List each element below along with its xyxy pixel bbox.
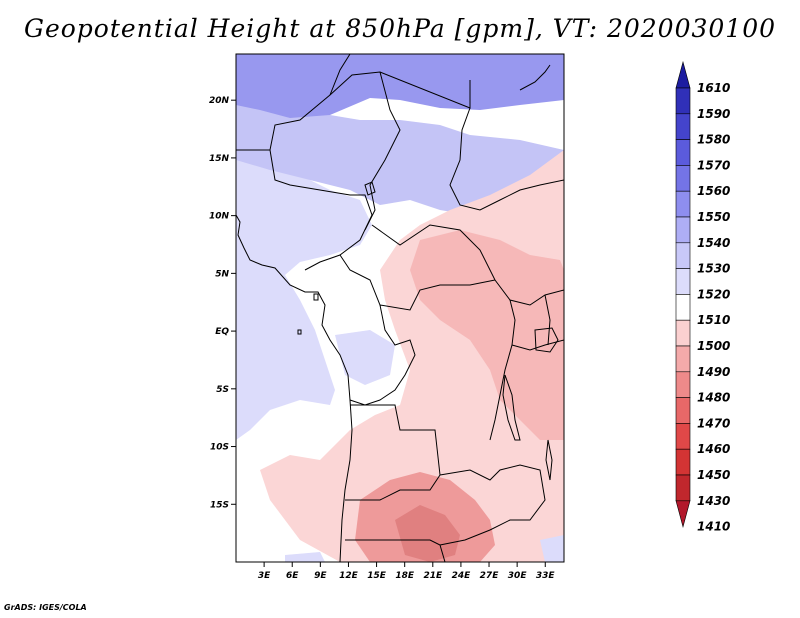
y-tick-label-20N: 20N	[209, 96, 230, 106]
colorbar-swatch-1540	[675, 216, 691, 244]
colorbar-label-1490: 1490	[697, 365, 730, 379]
colorbar-label-1500: 1500	[697, 339, 730, 353]
grads-credit: GrADS: IGES/COLA	[4, 603, 87, 612]
colorbar-label-1480: 1480	[697, 391, 730, 405]
colorbar-swatch-1430	[675, 474, 691, 502]
lake-malawi	[545, 439, 553, 481]
colorbar-swatch-1530	[675, 242, 691, 269]
field-patch-sw-corner	[285, 552, 325, 562]
colorbar-label-1470: 1470	[697, 416, 730, 430]
colorbar-swatch-1520	[675, 268, 691, 295]
colorbar-label-1510: 1510	[697, 313, 730, 327]
colorbar-swatch-1450	[675, 448, 691, 476]
lake-chad	[364, 181, 376, 196]
lake-tanganyika	[502, 374, 521, 441]
y-tick-label-10N: 10N	[209, 212, 230, 222]
sao-tome-island	[297, 329, 302, 335]
x-tick-label-24E: 24E	[452, 571, 472, 581]
x-tick-label-18E: 18E	[395, 571, 415, 581]
map-frame	[235, 53, 565, 563]
border-mali-niger	[329, 54, 351, 96]
border-congo-drc	[349, 304, 416, 406]
y-tick-label-15S: 15S	[210, 500, 229, 510]
colorbar-swatch-1570	[675, 139, 691, 166]
border-tanzania	[511, 339, 564, 351]
colorbar-label-1410: 1410	[697, 520, 730, 534]
colorbar-swatch-1550	[675, 190, 691, 218]
field-patch-se-corner	[540, 535, 564, 562]
colorbar-label-1560: 1560	[697, 184, 730, 198]
border-zambia	[439, 464, 546, 546]
colorbar-label-1580: 1580	[697, 133, 730, 147]
bioko-island	[313, 293, 319, 301]
x-tick-label-21E: 21E	[423, 571, 443, 581]
colorbar-label-1460: 1460	[697, 442, 730, 456]
field-region-great-lakes	[410, 230, 564, 440]
coastline-west	[236, 214, 353, 562]
colorbar-swatch-1500	[675, 319, 691, 347]
colorbar-swatch-1470	[675, 397, 691, 424]
lake-victoria	[534, 327, 559, 353]
x-tick-label-6E: 6E	[286, 571, 299, 581]
red-sea-coast	[519, 64, 551, 91]
colorbar-label-1530: 1530	[697, 262, 730, 276]
border-drc-east	[489, 299, 516, 441]
colorbar-label-1450: 1450	[697, 468, 730, 482]
x-tick-label-12E: 12E	[339, 571, 359, 581]
field-region-west-africa-atlantic	[236, 160, 372, 440]
border-sudan	[449, 107, 564, 211]
y-tick-label-15N: 15N	[209, 154, 230, 164]
border-kenya	[544, 294, 551, 346]
y-tick-label-5N: 5N	[215, 269, 229, 279]
colorbar: 1610 1590 1580 1570 1560 1550 1540 1530 1520 1510…	[675, 60, 730, 534]
x-tick-label-9E: 9E	[314, 571, 327, 581]
y-tick-label-10S: 10S	[210, 443, 229, 453]
border-nigeria	[269, 149, 373, 271]
colorbar-label-1550: 1550	[697, 210, 730, 224]
x-axis: 3E 6E 9E 12E 15E 18E 21E 24E 27E 30E 33E	[258, 562, 556, 581]
x-tick-label-15E: 15E	[367, 571, 387, 581]
colorbar-swatch-1560	[675, 165, 691, 192]
y-axis: 20N 15N 10N 5N EQ 5S 10S 15S	[209, 96, 236, 510]
x-tick-label-30E: 30E	[508, 571, 528, 581]
field-patch-congo-blue	[335, 330, 395, 385]
country-borders	[236, 54, 564, 562]
border-libya-chad	[364, 71, 401, 231]
colorbar-swatch-1610	[675, 60, 691, 89]
colorbar-label-1520: 1520	[697, 287, 730, 301]
colorbar-swatch-1460	[675, 423, 691, 450]
colorbar-swatch-1510	[675, 294, 691, 321]
border-car	[371, 224, 564, 306]
colorbar-label-1610: 1610	[697, 81, 730, 95]
x-tick-label-3E: 3E	[258, 571, 271, 581]
colorbar-label-1430: 1430	[697, 494, 730, 508]
colorbar-swatch-1590	[675, 87, 691, 115]
colorbar-swatch-1580	[675, 113, 691, 140]
field-region-sahara-north	[236, 54, 564, 118]
x-tick-label-33E: 33E	[536, 571, 556, 581]
y-tick-label-EQ: EQ	[215, 327, 229, 337]
colorbar-swatch-1410	[675, 500, 691, 528]
x-tick-label-27E: 27E	[480, 571, 500, 581]
chart-title: Geopotential Height at 850hPa [gpm], VT:…	[23, 14, 777, 43]
colorbar-swatch-1490	[675, 345, 691, 373]
colorbar-label-1540: 1540	[697, 236, 730, 250]
field-region-sahel	[236, 100, 564, 215]
colorbar-label-1590: 1590	[697, 107, 730, 121]
y-tick-label-5S: 5S	[216, 385, 229, 395]
colorbar-label-1570: 1570	[697, 158, 730, 172]
colorbar-swatch-1480	[675, 371, 691, 398]
border-cameroon	[339, 254, 496, 311]
border-namibia	[345, 539, 446, 562]
field-region-zambia-core	[395, 505, 460, 562]
